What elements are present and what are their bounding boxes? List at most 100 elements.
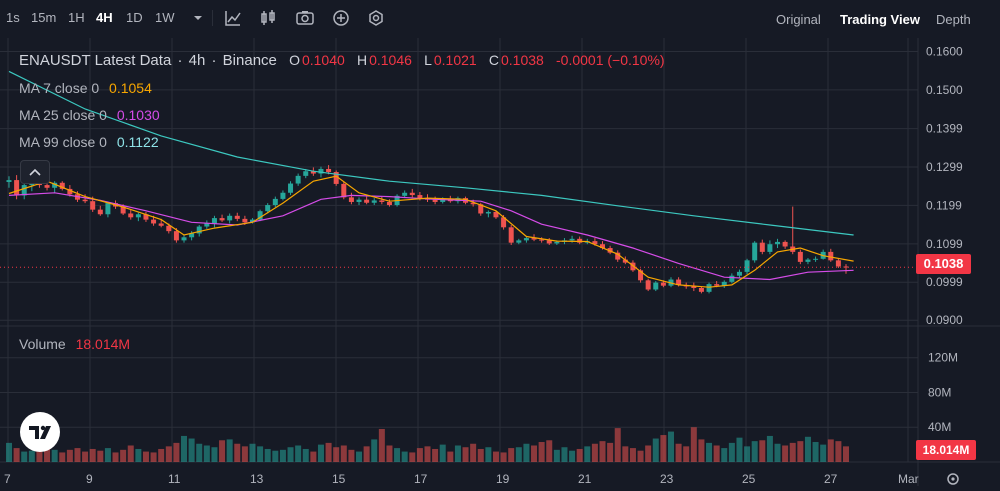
volume-bar: [310, 451, 317, 462]
volume-bar: [203, 445, 210, 462]
candle-body: [501, 217, 507, 228]
candle-body: [371, 200, 377, 203]
interval-1w[interactable]: 1W: [155, 10, 175, 25]
volume-bar: [158, 448, 165, 462]
candle-body: [736, 271, 742, 276]
candle-body: [805, 259, 811, 262]
candle-body: [485, 211, 491, 214]
close-value: 0.1038: [501, 52, 544, 68]
volume-bar: [454, 445, 461, 462]
volume-bar: [89, 448, 96, 462]
plus-circle-icon[interactable]: [331, 8, 351, 28]
volume-bar: [690, 427, 697, 462]
candle-type-icon[interactable]: [258, 8, 278, 28]
candle-body: [348, 197, 354, 202]
open-value: 0.1040: [301, 52, 345, 68]
candle-body: [660, 282, 666, 286]
tradingview-logo[interactable]: [20, 412, 60, 452]
candle-body: [653, 282, 659, 290]
candle-body: [288, 183, 294, 193]
volume-bar: [766, 435, 773, 462]
candle-body: [813, 258, 819, 260]
candle-body: [90, 201, 96, 210]
volume-bar: [188, 438, 195, 462]
tab-depth[interactable]: Depth: [936, 12, 971, 27]
toolbar-divider: [212, 10, 213, 26]
interval-1h[interactable]: 1H: [68, 10, 85, 25]
interval-1d[interactable]: 1D: [126, 10, 143, 25]
legend-ma99: MA 99 close 0 0.1122: [19, 134, 161, 150]
volume-bar: [614, 428, 621, 462]
interval-4h[interactable]: 4H: [96, 10, 113, 25]
volume-bar: [485, 447, 492, 462]
candle-body: [554, 241, 560, 244]
camera-icon[interactable]: [295, 8, 315, 28]
volume-bar: [66, 449, 73, 462]
candle-body: [698, 287, 704, 292]
ma99-label: MA 99 close 0: [19, 134, 107, 150]
volume-bar: [82, 451, 89, 462]
volume-bar: [538, 442, 545, 462]
ma25-value: 0.1030: [116, 107, 160, 123]
volume-bar: [713, 445, 720, 462]
date-tick-label: 9: [86, 472, 93, 486]
ma7-label: MA 7 close 0: [19, 80, 100, 96]
candle-body: [493, 211, 499, 218]
volume-bar: [302, 448, 309, 462]
candle-body: [227, 215, 233, 221]
interval-15m[interactable]: 15m: [31, 10, 57, 25]
candle-body: [318, 168, 324, 174]
volume-bar: [728, 442, 735, 462]
candle-body: [143, 214, 149, 220]
candle-body: [249, 219, 255, 223]
volume-bar: [804, 436, 811, 462]
candle-body: [21, 185, 27, 196]
price-tick-label: 0.0999: [926, 275, 963, 289]
volume-bar: [439, 444, 446, 462]
volume-bar: [21, 451, 28, 462]
volume-bar: [736, 437, 743, 462]
indicators-icon[interactable]: [223, 8, 243, 28]
volume-value: 18.014M: [75, 336, 131, 352]
exchange-label: Binance: [222, 52, 277, 69]
volume-bar: [797, 441, 804, 462]
settings-icon[interactable]: [366, 8, 386, 28]
chevron-up-icon: [29, 168, 41, 176]
candle-body: [478, 204, 484, 214]
candle-body: [775, 241, 781, 245]
chevron-down-icon[interactable]: [188, 8, 208, 28]
date-tick-label: Mar: [898, 472, 919, 486]
volume-bar: [264, 448, 271, 462]
volume-bar: [508, 448, 515, 462]
candle-body: [752, 242, 758, 261]
candle-body: [767, 244, 773, 252]
volume-bar: [279, 449, 286, 462]
price-tick-label: 0.1099: [926, 237, 963, 251]
date-tick-label: 21: [578, 472, 592, 486]
price-chart[interactable]: 0.1600 0.1500 0.1399 0.1299 0.1199 0.1099 0.09…: [0, 38, 1000, 486]
volume-bar: [561, 447, 568, 462]
volume-bar: [744, 446, 751, 462]
volume-bar: [295, 445, 302, 462]
volume-bar: [356, 451, 363, 462]
candle-body: [386, 201, 392, 206]
tradingview-logo-icon: [29, 425, 51, 439]
volume-bar: [363, 446, 370, 462]
volume-bar: [683, 446, 690, 462]
candle-body: [835, 260, 841, 267]
candle-body: [607, 248, 613, 253]
volume-bar: [28, 450, 35, 462]
collapse-legend-button[interactable]: [20, 160, 50, 184]
candle-body: [234, 215, 240, 219]
interval-1s[interactable]: 1s: [6, 10, 20, 25]
candle-body: [44, 185, 50, 188]
chart-area[interactable]: 0.1600 0.1500 0.1399 0.1299 0.1199 0.1099 0.09…: [0, 38, 1000, 486]
tab-original[interactable]: Original: [776, 12, 821, 27]
volume-bar: [432, 448, 439, 462]
volume-bar: [36, 448, 43, 462]
date-tick-label: 25: [742, 472, 756, 486]
tab-trading-view[interactable]: Trading View: [840, 12, 920, 27]
chart-settings-icon[interactable]: [944, 470, 962, 486]
candle-body: [592, 241, 598, 245]
price-tick-label: 0.1199: [926, 198, 962, 212]
